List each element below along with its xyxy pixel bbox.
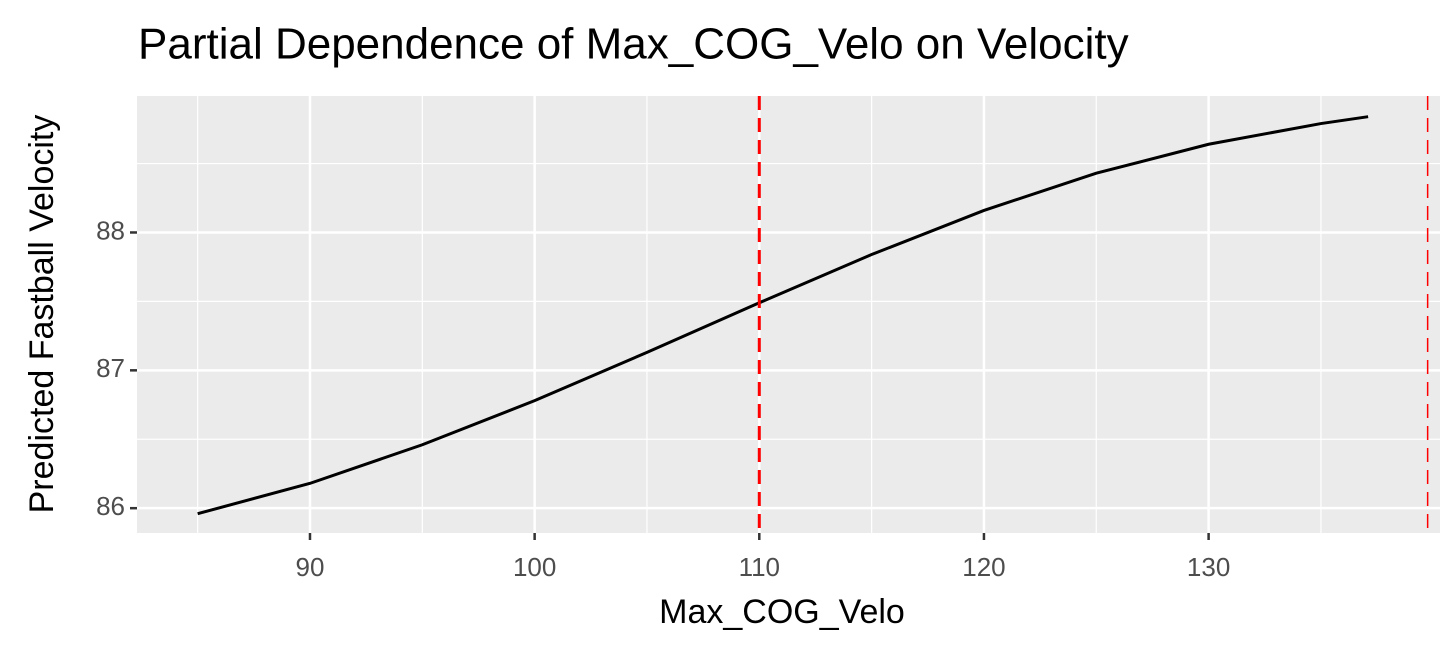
x-axis-label: Max_COG_Velo — [659, 593, 905, 631]
x-tick-label: 120 — [962, 552, 1005, 582]
panel — [137, 96, 1440, 533]
y-tick-label: 86 — [96, 491, 125, 521]
x-tick-label: 100 — [513, 552, 556, 582]
y-axis-label: Predicted Fastball Velocity — [23, 115, 61, 514]
chart-title: Partial Dependence of Max_COG_Velo on Ve… — [138, 20, 1129, 69]
x-tick-label: 110 — [739, 552, 780, 582]
y-tick-label: 87 — [96, 353, 125, 383]
y-tick-label: 88 — [96, 215, 125, 245]
x-tick-label: 130 — [1187, 552, 1230, 582]
line — [197, 115, 1369, 516]
x-tick-label: 90 — [296, 552, 325, 582]
